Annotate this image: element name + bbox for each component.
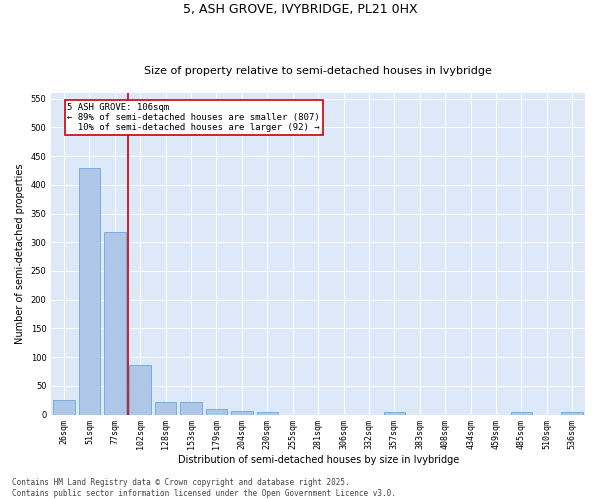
Bar [231,411,253,414]
Title: Size of property relative to semi-detached houses in Ivybridge: Size of property relative to semi-detach… [144,66,492,76]
Text: 5 ASH GROVE: 106sqm
← 89% of semi-detached houses are smaller (807)
  10% of sem: 5 ASH GROVE: 106sqm ← 89% of semi-detach… [67,102,320,132]
Bar [180,402,202,414]
Text: Contains HM Land Registry data © Crown copyright and database right 2025.
Contai: Contains HM Land Registry data © Crown c… [12,478,396,498]
Bar [562,412,583,414]
Bar [383,412,405,414]
Bar [104,232,125,414]
Bar [257,412,278,414]
Y-axis label: Number of semi-detached properties: Number of semi-detached properties [15,164,25,344]
Text: 5, ASH GROVE, IVYBRIDGE, PL21 0HX: 5, ASH GROVE, IVYBRIDGE, PL21 0HX [182,2,418,16]
Bar [511,412,532,414]
Bar [206,409,227,414]
Bar [79,168,100,414]
Bar [53,400,75,414]
Bar [130,364,151,414]
Bar [155,402,176,414]
X-axis label: Distribution of semi-detached houses by size in Ivybridge: Distribution of semi-detached houses by … [178,455,459,465]
